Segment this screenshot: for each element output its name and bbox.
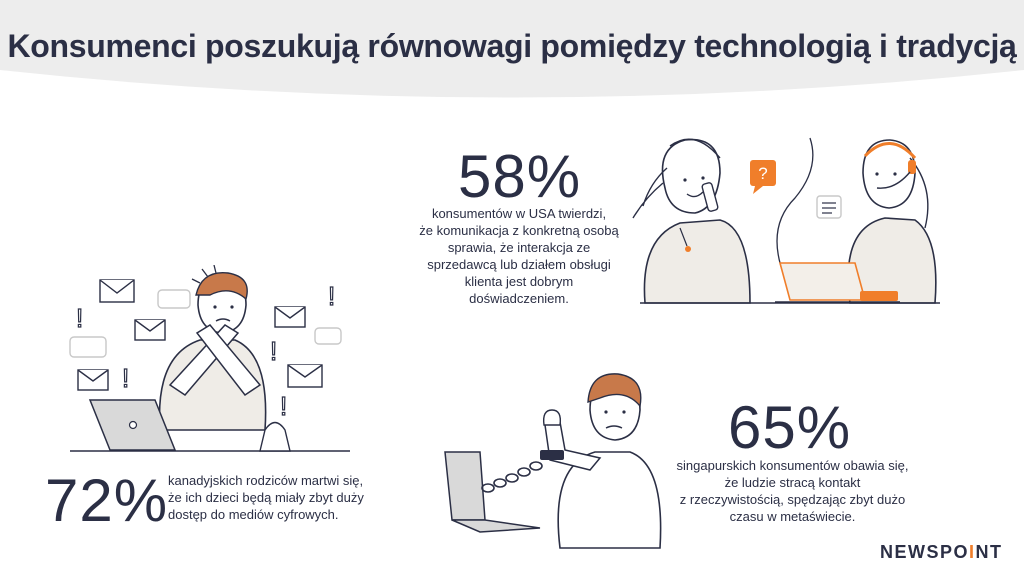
- chain-icon: [481, 461, 543, 493]
- customer-service-call-illustration: ?: [632, 137, 940, 304]
- header-background: [0, 0, 1024, 98]
- page-title: Konsumenci poszukują równowagi pomiędzy …: [7, 28, 1017, 64]
- stat-72-line: dostęp do mediów cyfrowych.: [168, 507, 339, 522]
- chat-bubble-icon: [69, 336, 107, 358]
- logo-text-left: NEWSPO: [880, 542, 970, 562]
- stat-58-line: doświadczeniem.: [469, 291, 569, 306]
- stat-58-line: że komunikacja z konkretną osobą: [419, 223, 619, 238]
- exclamation-icon: !: [270, 336, 277, 366]
- question-bubble-icon: [750, 160, 776, 186]
- logo-accent-letter: I: [969, 542, 976, 562]
- exclamation-icon: !: [76, 303, 83, 333]
- stat-65-description: singapurskich konsumentów obawia się, że…: [665, 457, 920, 525]
- stat-58-line: konsumentów w USA twierdzi,: [431, 206, 607, 221]
- overwhelmed-man-illustration: ! ! ! ! !: [69, 265, 350, 452]
- stat-58-line: klienta jest dobrym: [464, 274, 574, 289]
- stat-58-description: konsumentów w USA twierdzi, że komunikac…: [404, 205, 634, 307]
- stat-58-line: sprawia, że interakcja ze: [447, 240, 591, 255]
- exclamation-icon: !: [328, 281, 335, 311]
- exclamation-icon: !: [280, 391, 287, 421]
- stat-65-line: że ludzie stracą kontakt: [724, 475, 861, 490]
- stat-65-value: 65%: [728, 394, 852, 461]
- stat-58-line: sprzedawcą lub działem obsługi: [427, 257, 611, 272]
- stat-58-value: 58%: [458, 143, 582, 210]
- stat-72-description: kanadyjskich rodziców martwi się, że ich…: [168, 472, 398, 523]
- man-chained-to-laptop-illustration: [444, 373, 662, 549]
- exclamation-icon: !: [122, 363, 129, 393]
- chat-bubble-icon: [314, 327, 342, 345]
- stat-65-line: z rzeczywistością, spędzając zbyt dużo: [679, 492, 906, 507]
- stat-72-value: 72%: [45, 467, 169, 534]
- newspoint-logo: NEWSPOINT: [880, 542, 1003, 563]
- chat-bubble-icon: [157, 289, 191, 309]
- svg-text:?: ?: [758, 164, 767, 183]
- logo-text-right: NT: [975, 542, 1003, 562]
- stat-65-line: singapurskich konsumentów obawia się,: [676, 458, 909, 473]
- stat-65-line: czasu w metaświecie.: [729, 509, 856, 524]
- stat-72-line: kanadyjskich rodziców martwi się,: [168, 473, 364, 488]
- stat-72-line: że ich dzieci będą miały zbyt duży: [168, 490, 364, 505]
- chat-bubble-icon: [816, 195, 842, 219]
- header-band: Konsumenci poszukują równowagi pomiędzy …: [0, 0, 1024, 110]
